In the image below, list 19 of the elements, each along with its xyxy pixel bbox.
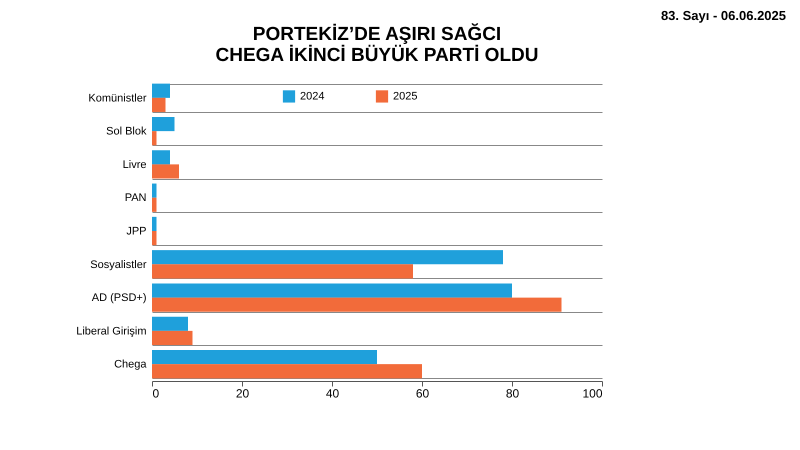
x-tick-label: 40 xyxy=(326,386,340,400)
y-tick-label: Liberal Girişim xyxy=(76,325,146,338)
y-tick-label: Sosyalistler xyxy=(90,258,147,271)
x-tick-label: 80 xyxy=(506,386,520,400)
y-tick-label: AD (PSD+) xyxy=(92,292,146,304)
x-tick-label: 60 xyxy=(416,386,430,400)
y-tick-label: Livre xyxy=(122,158,146,171)
text: 83. Sayı - 06.06.2025 xyxy=(660,8,786,23)
y-tick-label: PAN xyxy=(124,192,147,204)
legend-label: 2024 xyxy=(300,90,324,102)
y-tick-label: Komünistler xyxy=(88,92,147,104)
x-tick-label: 0 xyxy=(152,386,160,400)
x-tick-label: 20 xyxy=(236,386,250,400)
chart-title: PORTEKİZ’DE AŞIRI SAĞCI CHEGA İKİNCİ BÜYÜK PARTİ OLDU xyxy=(216,23,538,66)
y-tick-label: Chega xyxy=(114,358,148,371)
x-tick-label: 100 xyxy=(582,386,603,400)
y-tick-label: JPP xyxy=(126,226,146,238)
legend-label: 2025 xyxy=(393,90,418,102)
y-tick-label: Sol Blok xyxy=(106,126,147,138)
